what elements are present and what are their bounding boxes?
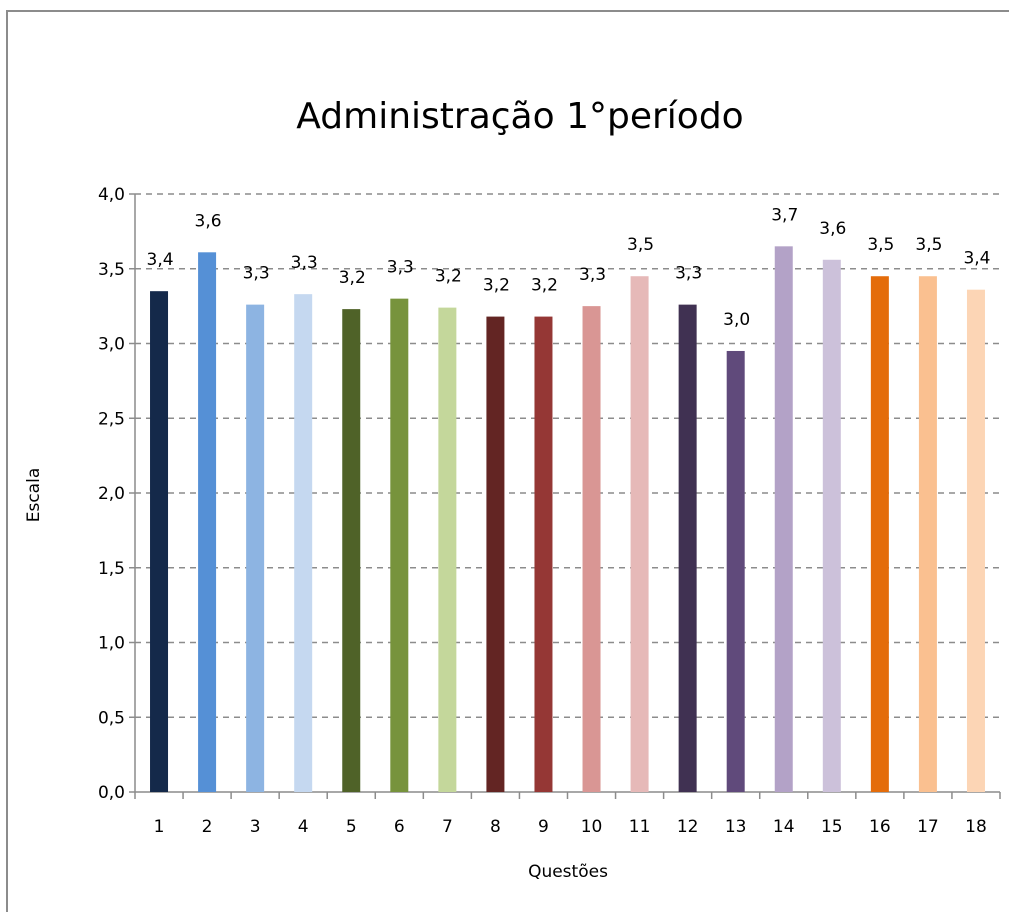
- bar: [774, 246, 793, 792]
- y-tick-label: 2,0: [98, 484, 125, 504]
- bar: [438, 307, 457, 792]
- bar: [822, 259, 841, 792]
- bar: [966, 289, 985, 792]
- x-tick-label: 8: [490, 817, 501, 837]
- chart-title: Administração 1°período: [296, 96, 744, 137]
- data-label: 3,2: [531, 276, 558, 296]
- x-tick-label: 9: [538, 817, 549, 837]
- y-tick-label: 3,5: [98, 260, 125, 280]
- x-tick-label: 10: [581, 817, 603, 837]
- bar: [198, 252, 217, 792]
- x-tick-label: 15: [821, 817, 843, 837]
- data-label: 3,3: [675, 264, 702, 284]
- data-label: 3,5: [915, 235, 942, 255]
- bar: [678, 304, 697, 792]
- bar: [630, 276, 649, 793]
- x-tick-label: 7: [442, 817, 453, 837]
- chart-frame: [6, 10, 1009, 912]
- y-tick-label: 3,0: [98, 335, 125, 355]
- y-tick-label: 2,5: [98, 409, 125, 429]
- data-label: 3,2: [435, 267, 462, 287]
- data-label: 3,4: [963, 249, 990, 269]
- x-tick-label: 4: [298, 817, 309, 837]
- bar: [150, 291, 169, 792]
- data-label: 3,3: [387, 258, 414, 278]
- bar: [726, 350, 745, 792]
- data-label: 3,3: [243, 264, 270, 284]
- x-tick-label: 11: [629, 817, 651, 837]
- data-label: 3,0: [723, 310, 750, 330]
- bar: [342, 309, 361, 792]
- x-axis-label: Questões: [528, 862, 608, 882]
- x-tick-label: 18: [965, 817, 987, 837]
- bar: [870, 276, 889, 793]
- y-tick-label: 0,5: [98, 708, 125, 728]
- data-label: 3,3: [291, 253, 318, 273]
- x-tick-label: 17: [917, 817, 939, 837]
- x-tick-label: 3: [250, 817, 261, 837]
- y-tick-label: 0,0: [98, 783, 125, 803]
- x-tick-label: 13: [725, 817, 747, 837]
- x-tick-label: 2: [202, 817, 213, 837]
- data-label: 3,6: [195, 211, 222, 231]
- bar: [582, 306, 601, 792]
- y-tick-label: 4,0: [98, 185, 125, 205]
- data-label: 3,2: [339, 268, 366, 288]
- bar: [918, 276, 937, 793]
- data-label: 3,3: [579, 265, 606, 285]
- bar: [534, 316, 553, 792]
- data-label: 3,5: [867, 235, 894, 255]
- bar: [486, 316, 505, 792]
- y-tick-label: 1,0: [98, 634, 125, 654]
- bar: [246, 304, 265, 792]
- data-label: 3,7: [771, 205, 798, 225]
- bar: [390, 298, 409, 792]
- x-tick-label: 6: [394, 817, 405, 837]
- bar: [294, 294, 313, 792]
- x-tick-label: 1: [154, 817, 165, 837]
- data-label: 3,4: [147, 250, 174, 270]
- data-label: 3,6: [819, 219, 846, 239]
- data-label: 3,5: [627, 235, 654, 255]
- x-tick-label: 16: [869, 817, 891, 837]
- x-tick-label: 5: [346, 817, 357, 837]
- data-label: 3,2: [483, 276, 510, 296]
- x-tick-label: 12: [677, 817, 699, 837]
- y-tick-label: 1,5: [98, 559, 125, 579]
- x-tick-label: 14: [773, 817, 795, 837]
